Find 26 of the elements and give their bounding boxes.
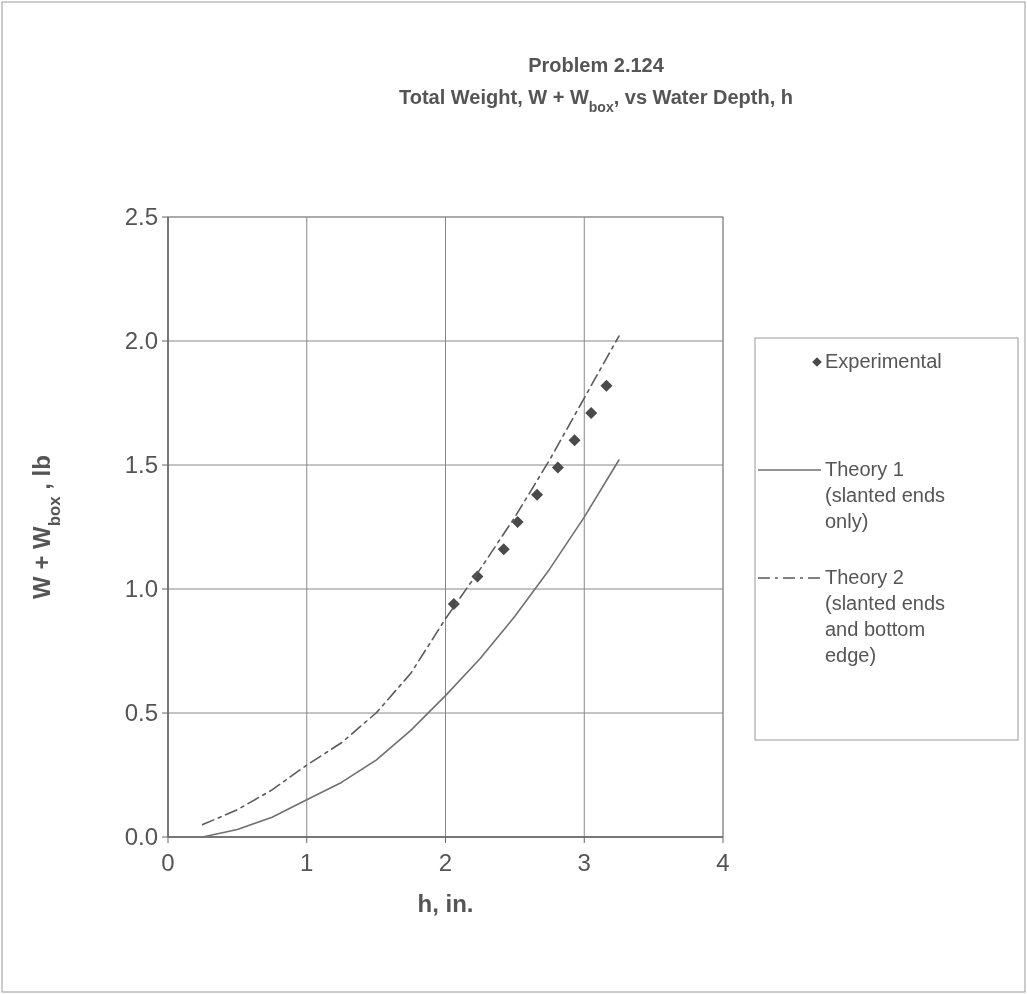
x-tick-label: 1	[300, 849, 314, 876]
chart-title: Problem 2.124	[528, 54, 665, 76]
legend-label: Experimental	[825, 350, 942, 372]
point	[531, 488, 544, 501]
point	[511, 516, 524, 529]
point	[497, 543, 510, 556]
y-tick-label: 0.5	[124, 699, 158, 726]
x-tick-label: 0	[161, 849, 175, 876]
y-tick-label: 2.5	[124, 203, 158, 230]
y-tick-label: 0.0	[124, 823, 158, 850]
y-tick-label: 1.0	[124, 575, 158, 602]
line-series	[201, 335, 620, 826]
x-tick-label: 2	[438, 849, 453, 876]
y-tick-label: 2.0	[124, 327, 158, 354]
x-tick-label: 4	[716, 849, 730, 876]
point	[551, 461, 564, 474]
chart-subtitle: Total Weight, W + W$_{box}$, vs Water Depth, h	[399, 86, 793, 115]
point	[568, 434, 581, 447]
point	[447, 597, 460, 610]
legend-label: Theory 1 (slanted ends only)	[825, 458, 946, 532]
point	[600, 379, 613, 392]
x-axis-title: h, in.	[417, 890, 474, 917]
x-tick-label: 3	[577, 849, 591, 876]
y-tick-label: 1.5	[124, 451, 158, 478]
legend-label: Theory 2 (slanted ends and bottom edge)	[825, 566, 946, 666]
point	[585, 406, 598, 419]
